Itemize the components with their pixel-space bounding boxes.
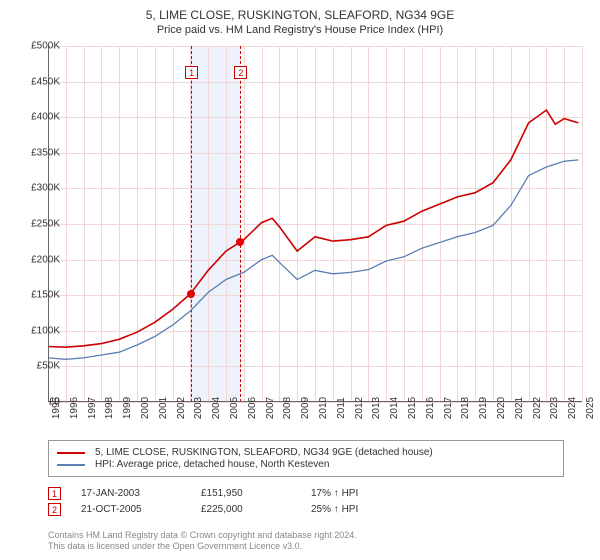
chart-container: 5, LIME CLOSE, RUSKINGTON, SLEAFORD, NG3… [0,0,600,560]
x-tick: 2001 [158,397,169,419]
x-tick: 2020 [496,397,507,419]
event-dot [236,238,244,246]
footer: Contains HM Land Registry data © Crown c… [48,530,357,552]
x-tick: 2006 [247,397,258,419]
x-tick: 2024 [567,397,578,419]
y-tick: £450K [31,76,60,87]
y-tick: £500K [31,41,60,52]
event-diff: 25% ↑ HPI [311,504,411,515]
x-tick: 2023 [549,397,560,419]
line-series [48,46,582,402]
x-tick: 1999 [122,397,133,419]
marker-label: 2 [234,66,247,79]
event-price: £151,950 [201,488,311,499]
y-tick: £350K [31,147,60,158]
plot-area: 12 [48,46,582,402]
x-tick: 2012 [354,397,365,419]
x-tick: 2016 [425,397,436,419]
event-table: 1 17-JAN-2003£151,95017% ↑ HPI 2 21-OCT-200… [48,484,582,519]
legend-item: 5, LIME CLOSE, RUSKINGTON, SLEAFORD, NG3… [57,447,555,458]
y-tick: £250K [31,219,60,230]
event-id-box: 2 [48,503,61,516]
x-tick: 1996 [69,397,80,419]
legend-swatch [57,452,85,454]
x-tick: 2004 [211,397,222,419]
event-dot [187,290,195,298]
event-date: 17-JAN-2003 [81,488,201,499]
chart-subtitle: Price paid vs. HM Land Registry's House … [0,24,600,40]
x-tick: 2015 [407,397,418,419]
x-tick: 2007 [265,397,276,419]
x-tick: 2000 [140,397,151,419]
legend-label: 5, LIME CLOSE, RUSKINGTON, SLEAFORD, NG3… [95,447,433,458]
y-tick: £400K [31,112,60,123]
x-tick: 2017 [443,397,454,419]
legend-swatch [57,464,85,466]
marker-label: 1 [185,66,198,79]
x-tick: 2009 [300,397,311,419]
x-tick: 2002 [176,397,187,419]
series-hpi [48,160,578,359]
event-price: £225,000 [201,504,311,515]
event-diff: 17% ↑ HPI [311,488,411,499]
x-tick: 2003 [193,397,204,419]
x-tick: 2005 [229,397,240,419]
x-tick: 2018 [460,397,471,419]
x-tick: 2025 [585,397,596,419]
x-tick: 1997 [87,397,98,419]
y-tick: £100K [31,325,60,336]
x-tick: 1995 [51,397,62,419]
chart-title: 5, LIME CLOSE, RUSKINGTON, SLEAFORD, NG3… [0,0,600,24]
legend: 5, LIME CLOSE, RUSKINGTON, SLEAFORD, NG3… [48,440,564,477]
footer-line2: This data is licensed under the Open Gov… [48,541,357,552]
x-tick: 2021 [514,397,525,419]
footer-line1: Contains HM Land Registry data © Crown c… [48,530,357,541]
x-tick: 2019 [478,397,489,419]
legend-item: HPI: Average price, detached house, Nort… [57,459,555,470]
y-tick: £50K [37,361,60,372]
series-price_paid [48,110,578,347]
y-tick: £300K [31,183,60,194]
x-tick: 2011 [336,397,347,419]
event-date: 21-OCT-2005 [81,504,201,515]
event-row: 2 21-OCT-2005£225,00025% ↑ HPI [48,503,582,516]
x-tick: 2013 [371,397,382,419]
event-id-box: 1 [48,487,61,500]
y-tick: £150K [31,290,60,301]
x-tick: 2022 [532,397,543,419]
event-row: 1 17-JAN-2003£151,95017% ↑ HPI [48,487,582,500]
y-tick: £200K [31,254,60,265]
x-tick: 2008 [282,397,293,419]
x-tick: 2010 [318,397,329,419]
x-tick: 2014 [389,397,400,419]
x-tick: 1998 [104,397,115,419]
legend-label: HPI: Average price, detached house, Nort… [95,459,329,470]
